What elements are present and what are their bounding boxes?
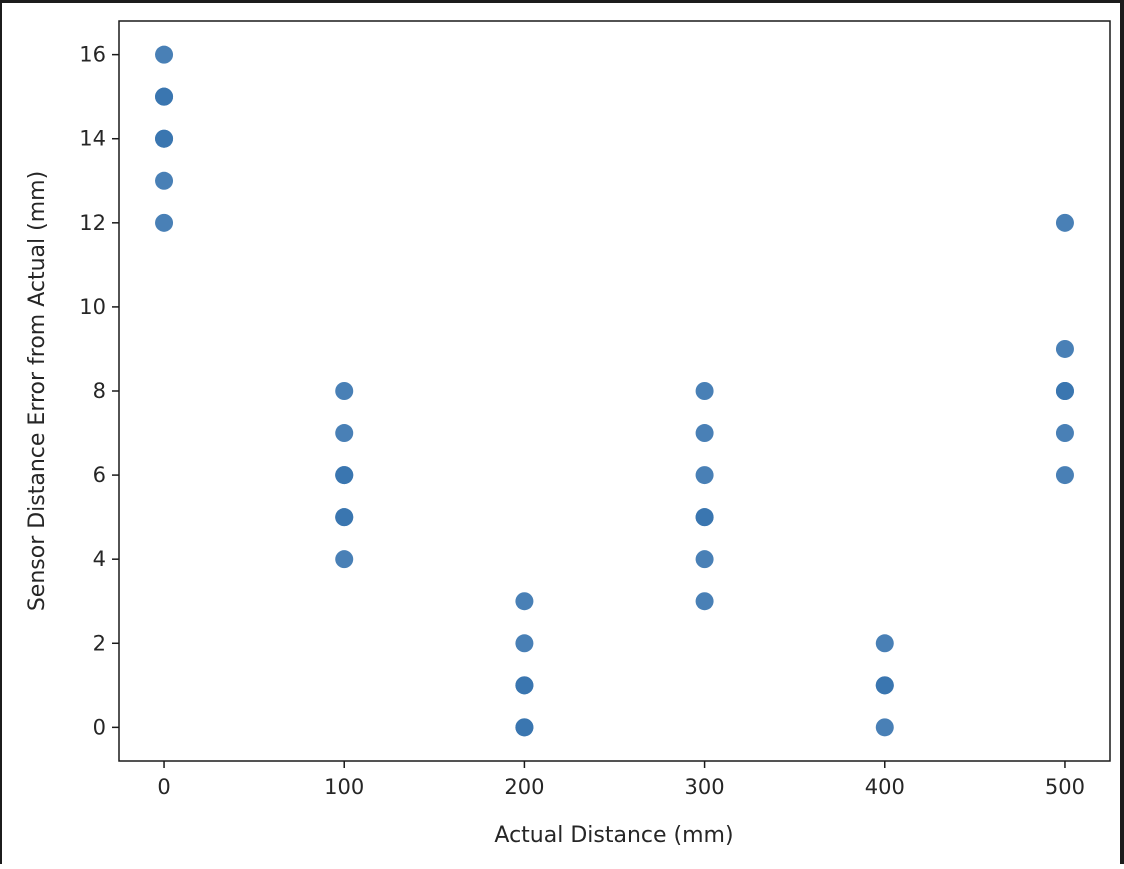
x-tick-label: 500 xyxy=(1045,775,1085,799)
scatter-point xyxy=(1055,466,1074,485)
scatter-point xyxy=(335,424,354,443)
scatter-point xyxy=(155,129,174,148)
scatter-point xyxy=(155,171,174,190)
scatter-point xyxy=(515,634,534,653)
y-axis-label: Sensor Distance Error from Actual (mm) xyxy=(25,171,50,611)
y-tick-label: 12 xyxy=(79,211,106,235)
scatter-point xyxy=(335,466,354,485)
scatter-point xyxy=(335,550,354,569)
y-tick-label: 16 xyxy=(79,43,106,67)
x-tick-label: 100 xyxy=(324,775,364,799)
y-tick-label: 4 xyxy=(93,547,106,571)
scatter-point xyxy=(695,466,714,485)
scatter-point xyxy=(1055,424,1074,443)
scatter-point xyxy=(155,45,174,64)
x-tick-label: 300 xyxy=(685,775,725,799)
x-tick-label: 0 xyxy=(157,775,170,799)
scatter-point xyxy=(695,550,714,569)
scatter-point xyxy=(155,213,174,232)
scatter-point xyxy=(875,718,894,737)
scatter-point xyxy=(515,718,534,737)
scatter-point xyxy=(695,592,714,611)
x-tick-label: 200 xyxy=(504,775,544,799)
scatter-point xyxy=(515,676,534,695)
y-tick-label: 0 xyxy=(93,715,106,739)
scatter-point xyxy=(1055,382,1074,400)
y-tick-label: 10 xyxy=(79,295,106,319)
scatter-point xyxy=(155,87,174,106)
scatter-point xyxy=(515,592,534,611)
scatter-point xyxy=(875,676,894,695)
x-axis-ticks: 0 100 200 300 400 500 xyxy=(157,761,1085,799)
y-tick-label: 8 xyxy=(93,379,106,403)
y-tick-label: 14 xyxy=(79,127,106,151)
window-edge-right xyxy=(1120,0,1124,864)
data-points xyxy=(155,45,1074,737)
y-axis-ticks: 0 2 4 6 8 10 12 14 16 xyxy=(79,43,119,739)
scatter-point xyxy=(695,508,714,527)
window-edge-top xyxy=(0,0,1124,3)
scatter-point xyxy=(695,424,714,443)
x-tick-label: 400 xyxy=(865,775,905,799)
plot-area xyxy=(118,20,1111,762)
scatter-point xyxy=(1055,339,1074,358)
scatter-point xyxy=(695,382,714,400)
scatter-point xyxy=(335,508,354,527)
y-tick-label: 6 xyxy=(93,463,106,487)
window-edge-left xyxy=(0,0,2,864)
y-tick-label: 2 xyxy=(93,631,106,655)
scatter-point xyxy=(1055,213,1074,232)
x-axis-label: Actual Distance (mm) xyxy=(494,823,733,848)
scatter-point xyxy=(335,382,354,400)
scatter-point xyxy=(875,634,894,653)
